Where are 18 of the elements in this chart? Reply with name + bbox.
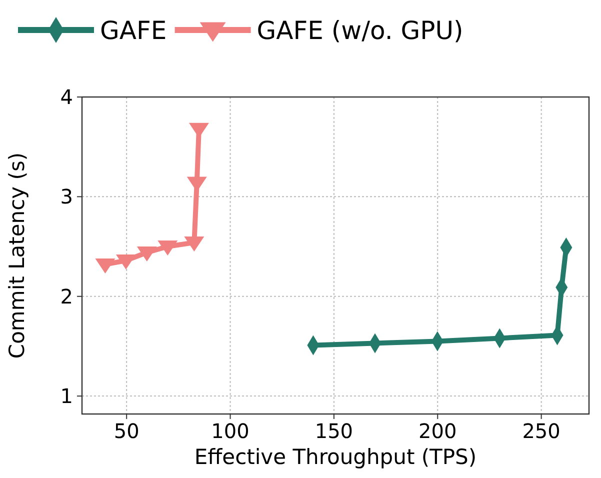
y-tick-label: 3 <box>60 184 73 209</box>
legend-label: GAFE (w/o. GPU) <box>256 16 464 45</box>
point <box>158 240 178 256</box>
point <box>184 236 204 252</box>
x-tick-label: 50 <box>114 419 140 443</box>
point <box>116 254 136 270</box>
x-tick-label: 150 <box>314 419 354 443</box>
x-axis-title: Effective Throughput (TPS) <box>194 445 477 469</box>
y-axis-title: Commit Latency (s) <box>5 152 29 359</box>
legend-label: GAFE <box>100 16 167 45</box>
y-tick-label: 4 <box>60 85 73 109</box>
x-tick-label: 200 <box>418 419 457 443</box>
x-tick-label: 100 <box>211 419 250 443</box>
point <box>95 258 116 274</box>
y-tick-label: 2 <box>60 284 73 308</box>
y-tick-label: 1 <box>60 384 73 408</box>
point <box>136 246 157 262</box>
x-tick-label: 250 <box>522 419 560 443</box>
